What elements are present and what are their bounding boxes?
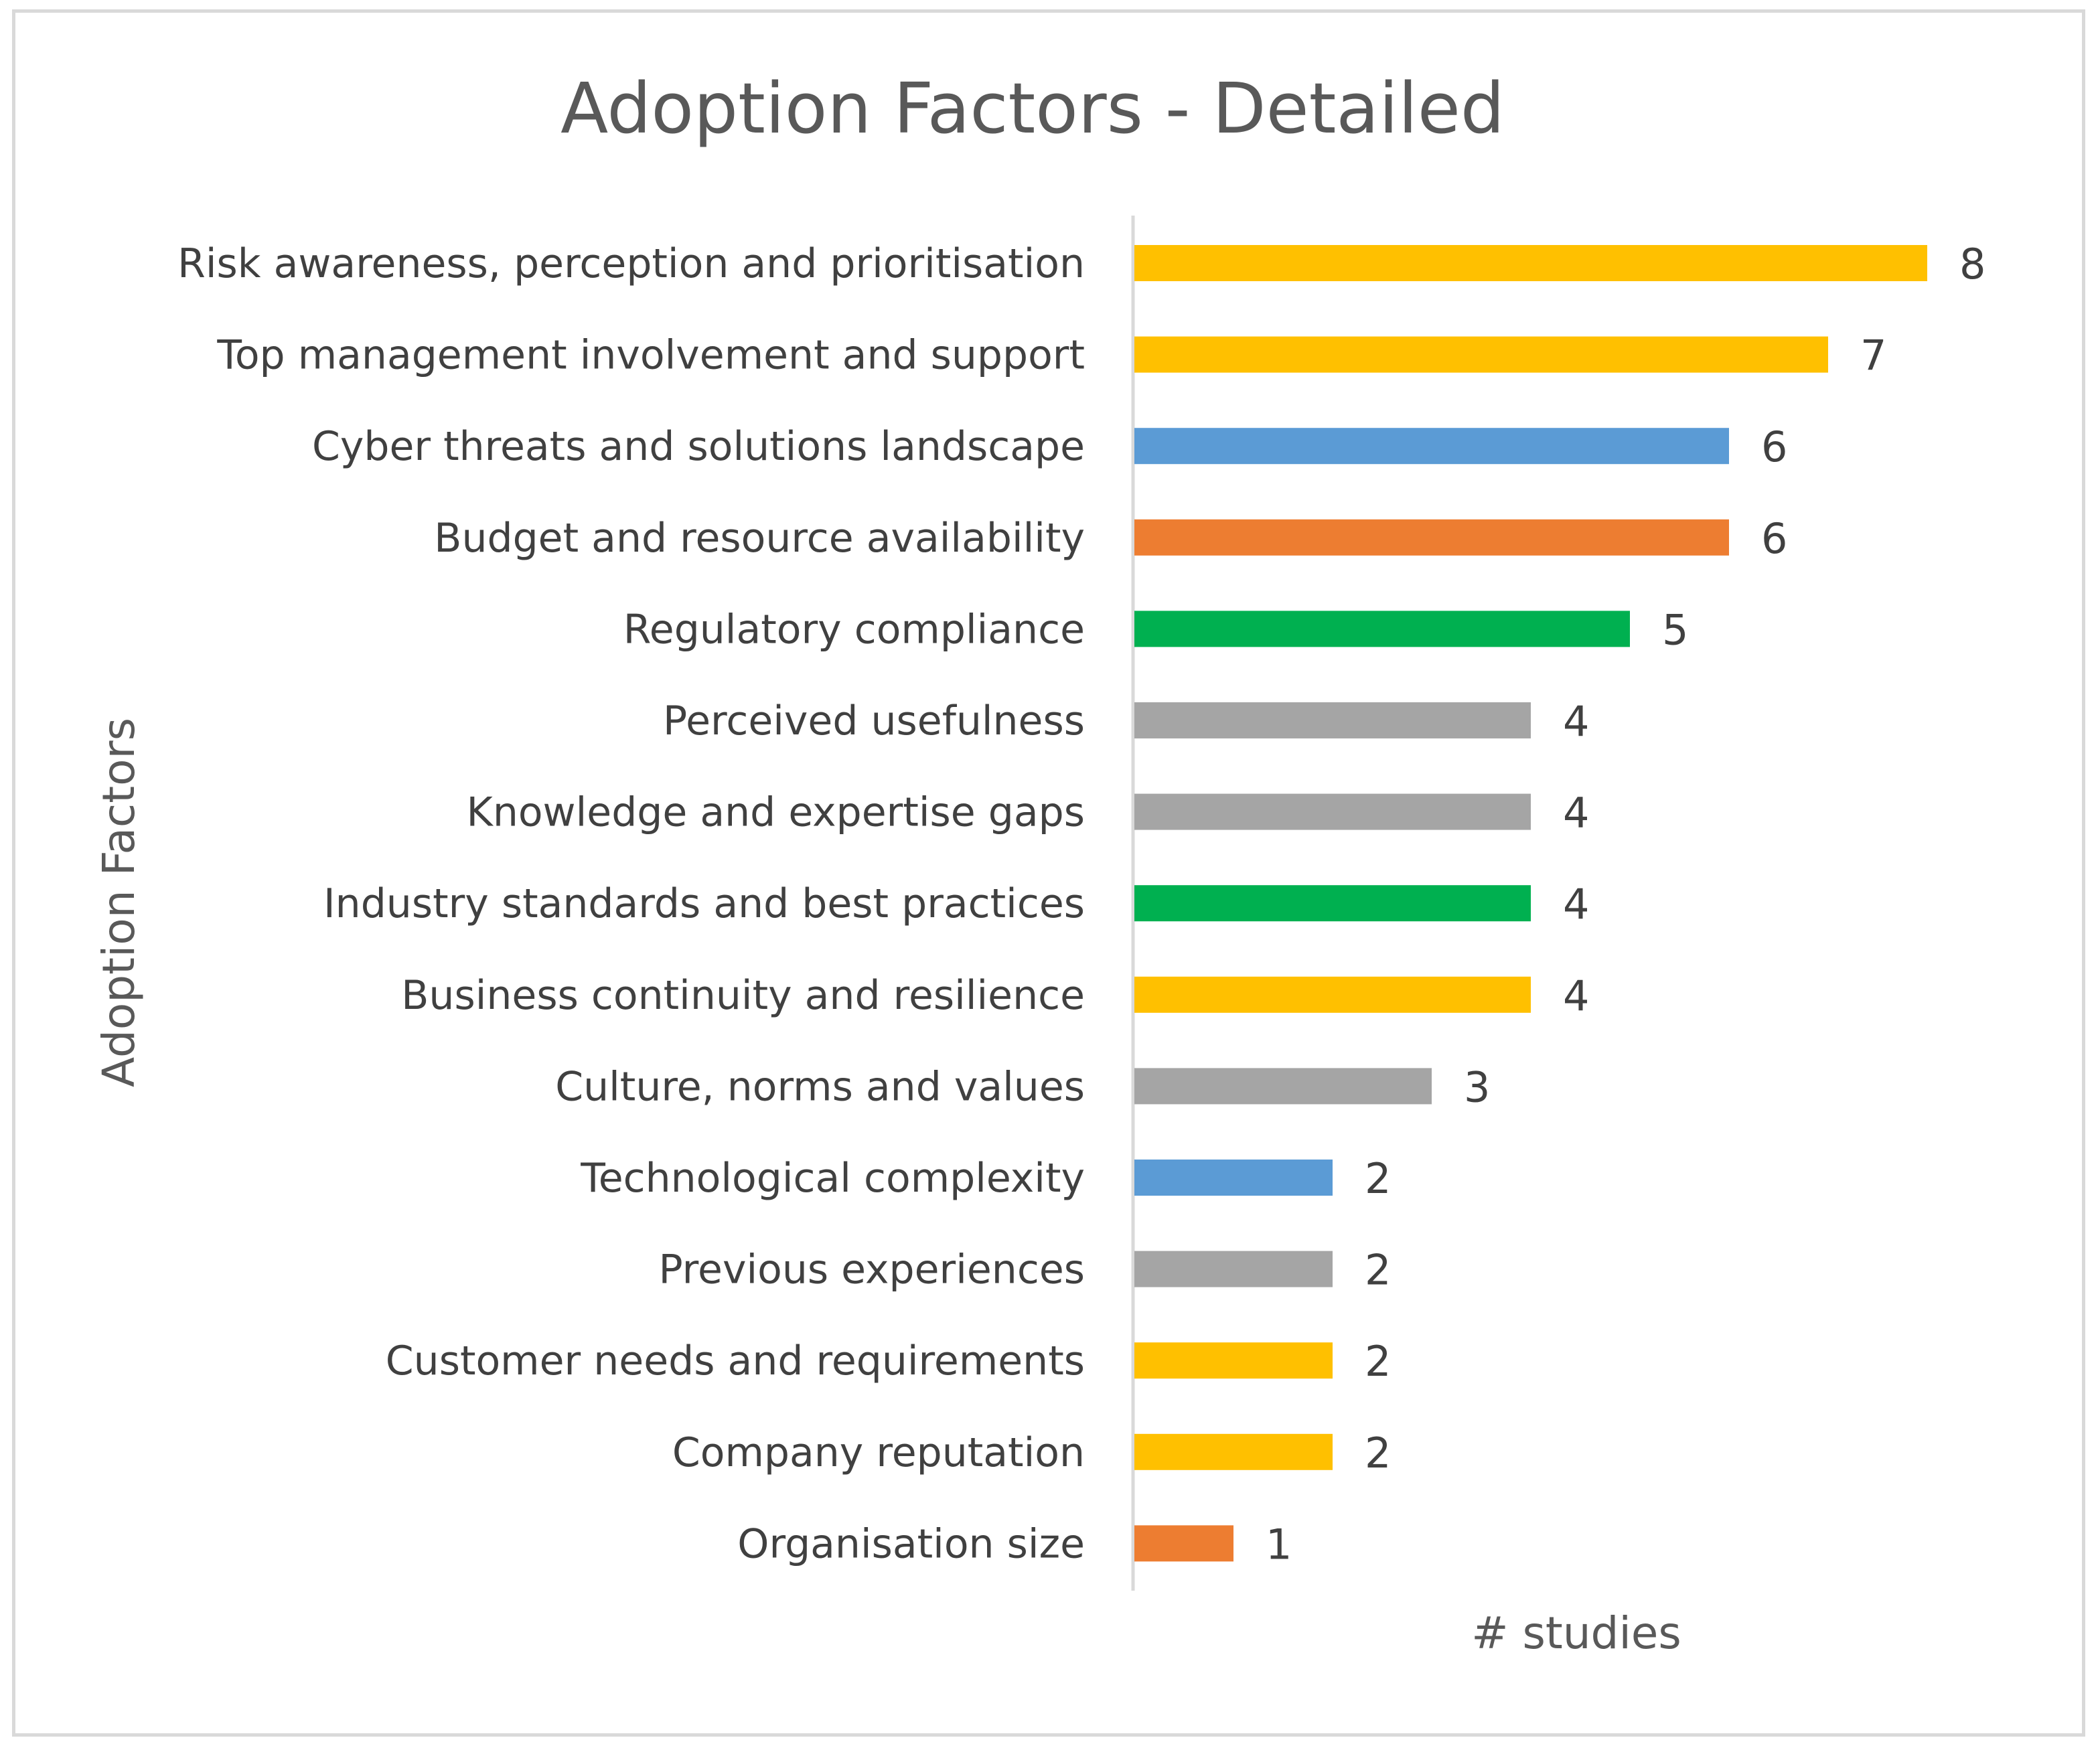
- category-labels-group: Risk awareness, perception and prioritis…: [177, 240, 1085, 1567]
- data-label-13: 2: [1365, 1337, 1391, 1386]
- bar-4: [1134, 519, 1729, 556]
- category-label-5: Regulatory compliance: [623, 606, 1085, 653]
- bar-13: [1134, 1342, 1333, 1379]
- category-label-4: Budget and resource availability: [434, 515, 1085, 562]
- bar-14: [1134, 1433, 1333, 1470]
- data-label-6: 4: [1563, 697, 1589, 746]
- data-label-8: 4: [1563, 880, 1589, 929]
- bar-1: [1134, 245, 1927, 281]
- bars-group: [1134, 245, 1927, 1562]
- category-label-2: Top management involvement and support: [216, 332, 1085, 379]
- bar-10: [1134, 1068, 1432, 1105]
- data-label-14: 2: [1365, 1429, 1391, 1478]
- category-label-1: Risk awareness, perception and prioritis…: [177, 240, 1085, 287]
- data-label-7: 4: [1563, 789, 1589, 838]
- data-label-3: 6: [1761, 422, 1787, 471]
- data-label-11: 2: [1365, 1154, 1391, 1203]
- category-label-15: Organisation size: [737, 1520, 1085, 1567]
- bar-5: [1134, 611, 1630, 647]
- bar-8: [1134, 885, 1531, 922]
- category-label-8: Industry standards and best practices: [323, 880, 1085, 927]
- data-label-9: 4: [1563, 971, 1589, 1020]
- data-label-4: 6: [1761, 514, 1787, 563]
- category-label-12: Previous experiences: [659, 1247, 1085, 1293]
- category-label-6: Perceived usefulness: [663, 698, 1085, 744]
- bar-3: [1134, 428, 1729, 465]
- bar-15: [1134, 1525, 1233, 1562]
- bar-12: [1134, 1251, 1333, 1287]
- bar-2: [1134, 336, 1828, 373]
- value-labels-group: 8 7 6 6 5 4 4 4 4 3 2 2 2 2 1: [1266, 240, 1985, 1569]
- data-label-12: 2: [1365, 1246, 1391, 1295]
- category-label-7: Knowledge and expertise gaps: [466, 789, 1085, 836]
- chart-title: Adoption Factors - Detailed: [560, 68, 1505, 149]
- category-label-14: Company reputation: [672, 1429, 1085, 1476]
- chart-frame: [12, 9, 2085, 1737]
- data-label-15: 1: [1266, 1520, 1292, 1569]
- data-label-2: 7: [1860, 331, 1886, 380]
- data-label-1: 8: [1959, 240, 1985, 289]
- category-label-11: Technological complexity: [580, 1155, 1085, 1202]
- category-label-13: Customer needs and requirements: [386, 1338, 1085, 1384]
- bar-6: [1134, 702, 1531, 738]
- category-label-3: Cyber threats and solutions landscape: [312, 423, 1085, 470]
- category-label-9: Business continuity and resilience: [401, 972, 1085, 1019]
- bar-11: [1134, 1160, 1333, 1196]
- data-label-5: 5: [1662, 605, 1688, 654]
- x-axis-title: # studies: [1471, 1607, 1681, 1659]
- data-label-10: 3: [1464, 1062, 1490, 1111]
- bar-7: [1134, 793, 1531, 830]
- bar-9: [1134, 976, 1531, 1013]
- category-label-10: Culture, norms and values: [555, 1063, 1085, 1110]
- y-axis-title: Adoption Factors: [93, 718, 145, 1087]
